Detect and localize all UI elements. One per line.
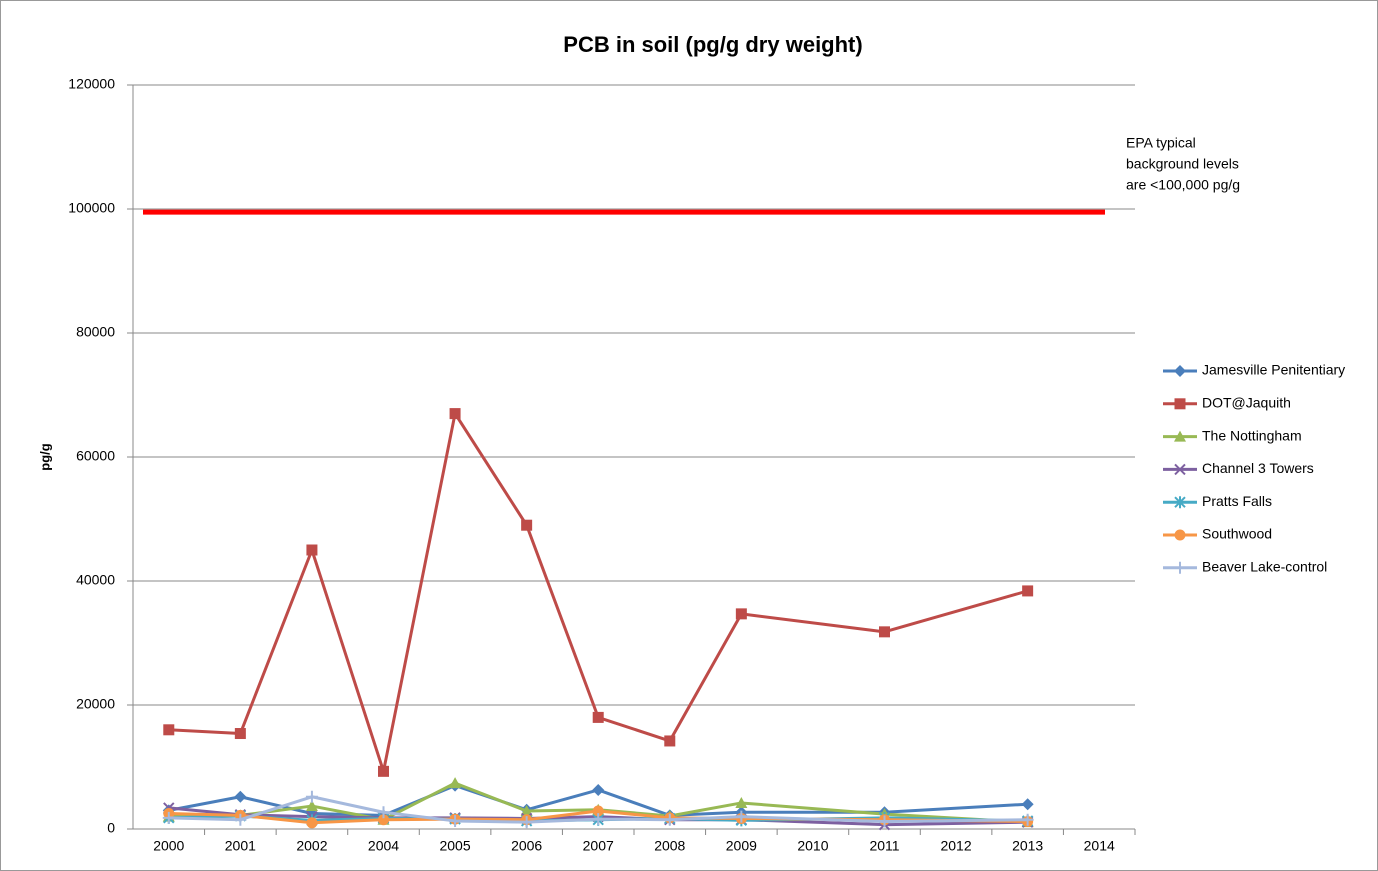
marker [1021, 798, 1034, 811]
y-tick-label: 100000 [68, 200, 115, 216]
x-tick-label: 2014 [1084, 838, 1115, 854]
x-tick-label: 2011 [869, 838, 899, 854]
x-tick-label: 2007 [583, 838, 614, 854]
x-tick-label: 2013 [1012, 838, 1043, 854]
marker [520, 805, 533, 817]
annotation: are <100,000 pg/g [1126, 177, 1240, 193]
series [162, 790, 1034, 829]
x-tick-label: 2000 [153, 838, 184, 854]
marker [449, 814, 462, 827]
marker [1174, 561, 1186, 574]
marker [234, 728, 246, 740]
x-tick-label: 2009 [726, 838, 757, 854]
legend-label: Channel 3 Towers [1202, 460, 1314, 476]
marker [1174, 398, 1186, 410]
marker [163, 724, 175, 736]
x-tick-label: 2010 [797, 838, 828, 854]
x-tick-label: 2005 [439, 838, 470, 854]
y-tick-label: 40000 [76, 572, 115, 588]
legend-label: Southwood [1202, 526, 1272, 542]
marker [305, 800, 318, 812]
marker [1174, 529, 1186, 541]
marker [306, 544, 318, 556]
legend-label: Beaver Lake-control [1202, 559, 1327, 575]
x-tick-label: 2002 [296, 838, 327, 854]
marker [449, 408, 461, 420]
legend-label: Jamesville Penitentiary [1202, 362, 1345, 378]
marker [1174, 496, 1186, 509]
y-tick-label: 60000 [76, 448, 115, 464]
legend-label: Pratts Falls [1202, 493, 1272, 509]
annotation: background levels [1126, 156, 1239, 172]
chart-title: PCB in soil (pg/g dry weight) [563, 32, 862, 57]
marker [735, 810, 748, 823]
marker [1021, 813, 1034, 826]
y-tick-label: 20000 [76, 696, 115, 712]
marker [592, 805, 604, 817]
series [163, 408, 1034, 777]
marker [1174, 365, 1186, 377]
x-tick-label: 2001 [225, 838, 256, 854]
marker [878, 815, 891, 828]
marker [735, 608, 747, 620]
x-tick-label: 2008 [654, 838, 685, 854]
x-tick-label: 2006 [511, 838, 542, 854]
marker [306, 817, 318, 829]
legend-label: The Nottingham [1202, 427, 1302, 443]
marker [305, 790, 318, 803]
marker [377, 806, 390, 819]
annotation: EPA typical [1126, 135, 1196, 151]
marker [664, 735, 676, 747]
y-axis-label: pg/g [37, 443, 52, 470]
x-tick-label: 2012 [940, 838, 971, 854]
marker [521, 519, 533, 531]
marker [378, 765, 389, 777]
marker [1174, 463, 1186, 476]
marker [1174, 430, 1186, 442]
y-tick-label: 120000 [68, 76, 115, 92]
marker [592, 711, 604, 723]
marker [162, 811, 175, 824]
marker [234, 813, 247, 826]
marker [735, 796, 748, 808]
marker [592, 783, 605, 796]
x-tick-label: 2004 [368, 838, 399, 854]
y-tick-label: 0 [107, 820, 115, 836]
marker [879, 626, 890, 638]
marker [234, 790, 247, 803]
marker [520, 816, 533, 829]
marker [592, 813, 605, 826]
y-tick-label: 80000 [76, 324, 115, 340]
marker [663, 813, 676, 826]
marker [449, 777, 462, 789]
legend-label: DOT@Jaquith [1202, 395, 1291, 411]
marker [378, 814, 389, 826]
marker [1022, 585, 1034, 597]
